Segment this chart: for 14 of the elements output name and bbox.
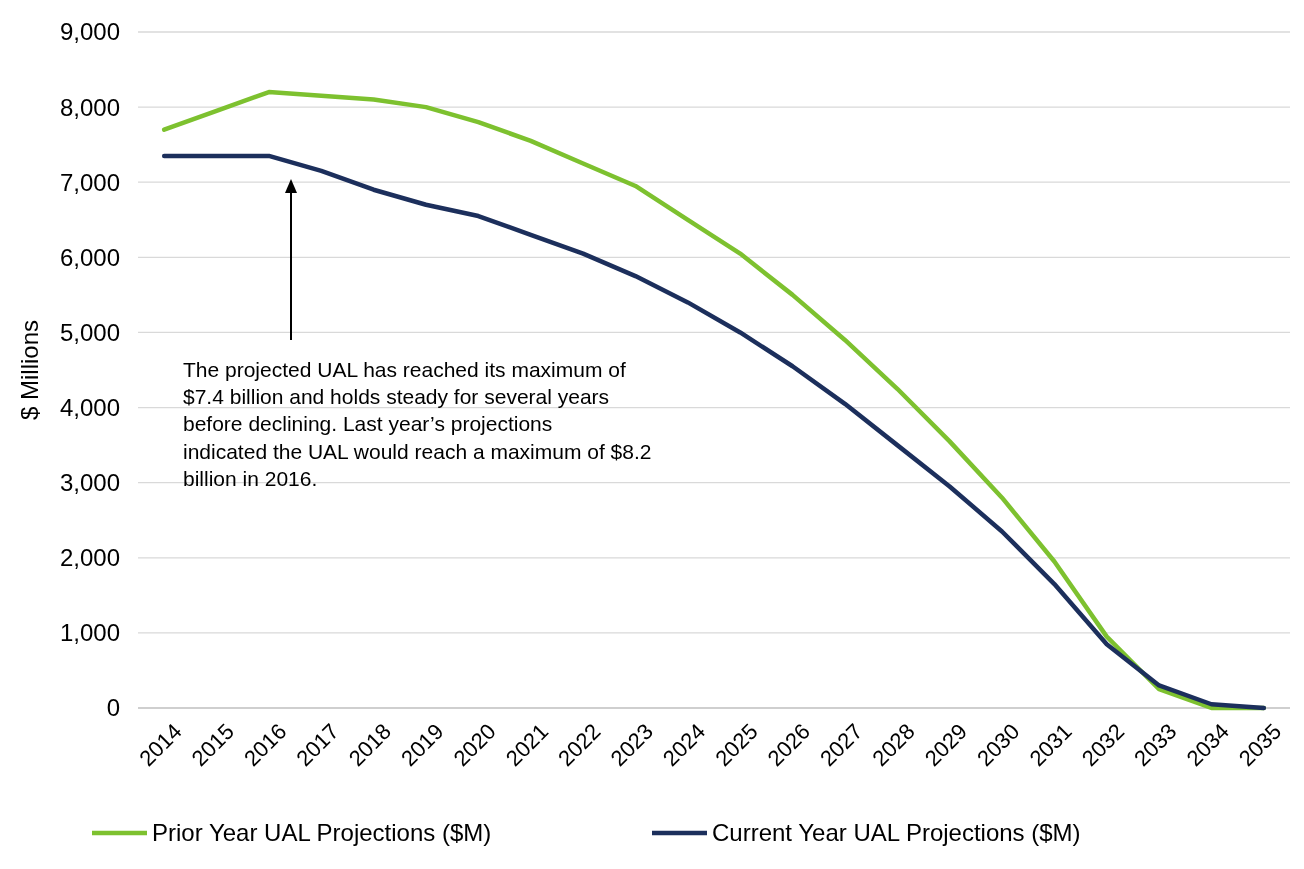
legend-label: Current Year UAL Projections ($M) [712, 819, 1081, 847]
y-tick-label: 7,000 [59, 168, 120, 196]
y-tick-label: 3,000 [59, 469, 120, 497]
y-tick-label: 1,000 [59, 619, 120, 647]
y-tick-label: 5,000 [59, 318, 120, 346]
y-tick-label: 2,000 [59, 544, 120, 572]
y-axis-title: $ Millions [16, 319, 43, 421]
y-tick-label: 8,000 [59, 93, 120, 121]
y-tick-label: 6,000 [59, 243, 120, 271]
annotation: The projected UAL has reached its maximum of $7.4 billion and holds steady for several years before declining. Last year’s projections indicated the UAL would reach a maximum of $8.2 billion in 2016. [183, 357, 652, 490]
y-tick-label: 9,000 [59, 18, 120, 46]
legend-label: Prior Year UAL Projections ($M) [152, 819, 492, 847]
y-tick-label: 4,000 [59, 393, 120, 421]
y-tick-label: 0 [106, 694, 120, 722]
